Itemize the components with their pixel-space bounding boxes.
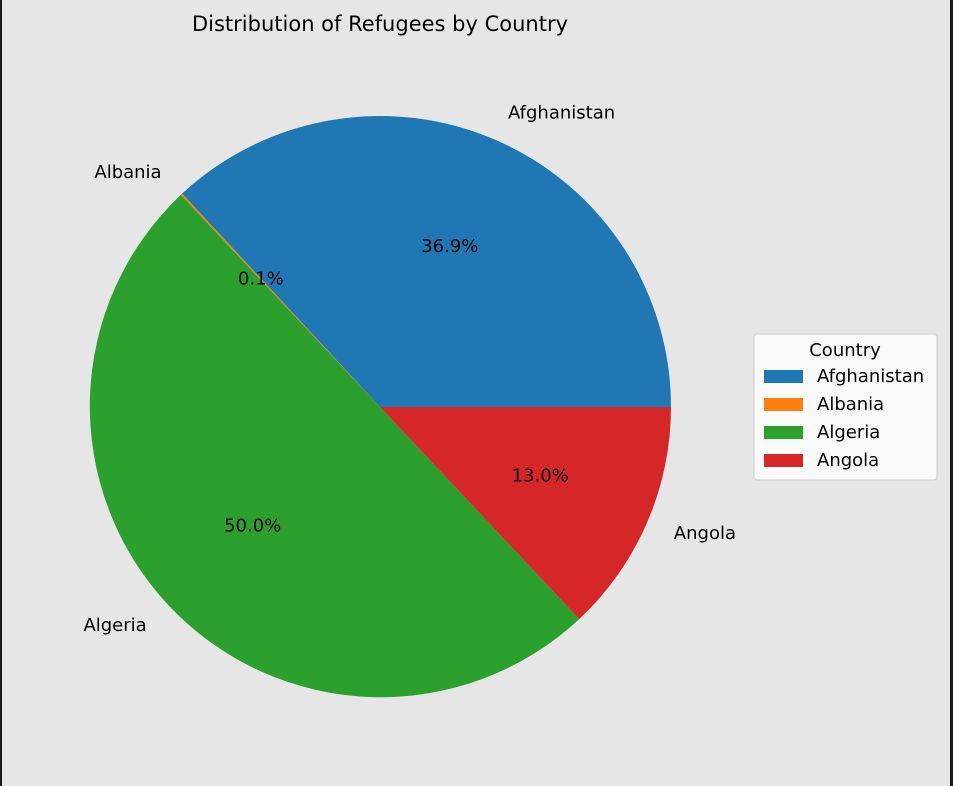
pie-labels: Afghanistan 36.9% Albania 0.1% Algeria 50.0% A… xyxy=(83,103,736,636)
pct-label-afghanistan: 36.9% xyxy=(421,236,478,257)
pie-slice-afghanistan xyxy=(182,115,671,407)
legend-label-angola: Angola xyxy=(817,450,879,471)
pct-label-algeria: 50.0% xyxy=(224,516,281,537)
legend-swatch-angola xyxy=(764,454,803,467)
legend-label-afghanistan: Afghanistan xyxy=(817,366,924,387)
slice-label-afghanistan: Afghanistan xyxy=(508,103,615,124)
slice-label-albania: Albania xyxy=(94,162,161,183)
pie-slice-albania xyxy=(180,193,380,407)
legend-swatch-algeria xyxy=(764,426,803,439)
slice-label-algeria: Algeria xyxy=(83,615,146,636)
pct-label-angola: 13.0% xyxy=(512,465,569,486)
legend-label-algeria: Algeria xyxy=(817,422,880,443)
slice-label-angola: Angola xyxy=(674,523,736,544)
legend-swatch-afghanistan xyxy=(764,370,803,383)
pie-slice-algeria xyxy=(89,194,580,698)
chart-title: Distribution of Refugees by Country xyxy=(192,12,568,36)
legend: Country Afghanistan Albania Algeria Angola xyxy=(753,333,938,481)
legend-title: Country xyxy=(809,340,881,361)
legend-items: Afghanistan Albania Algeria Angola xyxy=(764,366,924,471)
legend-label-albania: Albania xyxy=(817,394,884,415)
legend-swatch-albania xyxy=(764,398,803,411)
pie-slice-angola xyxy=(380,407,671,620)
pct-label-albania: 0.1% xyxy=(238,268,284,289)
pie-slices xyxy=(89,115,671,698)
